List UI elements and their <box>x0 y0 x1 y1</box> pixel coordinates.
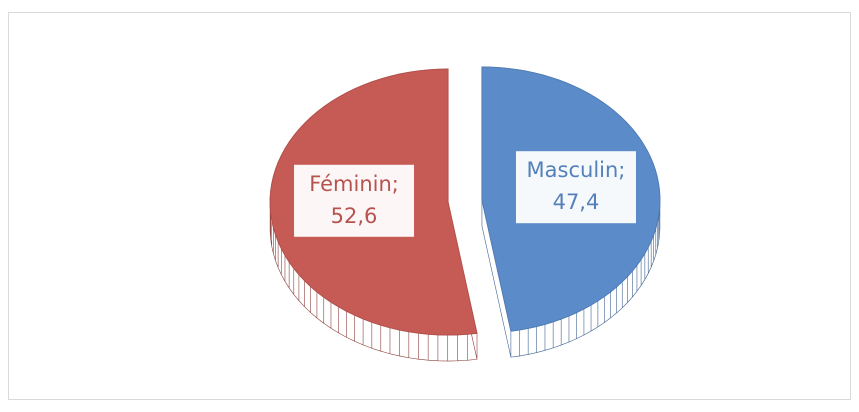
value-label: 52,6 <box>331 204 378 228</box>
data-label: Féminin; 52,6 <box>294 164 415 237</box>
value-label: 47,4 <box>553 190 600 214</box>
category-label: Féminin; <box>309 172 399 196</box>
data-label: Masculin; 47,4 <box>515 151 636 224</box>
label-box <box>515 151 636 224</box>
label-box <box>294 164 415 237</box>
category-label: Masculin; <box>527 158 626 182</box>
